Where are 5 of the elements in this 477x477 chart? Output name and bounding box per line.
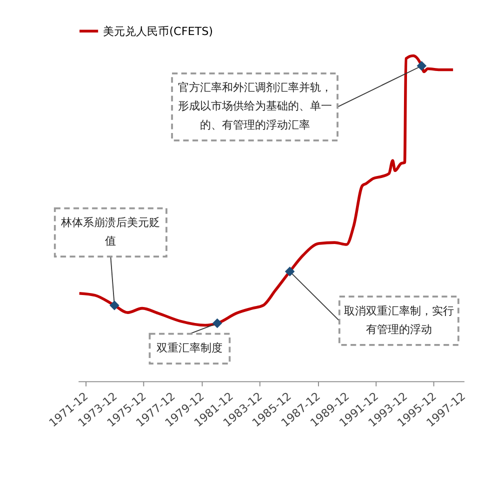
annotation: 双重汇率制度: [156, 341, 223, 354]
annotation: 官方汇率和外汇调剂汇率并轨，形成以市场供给为基础的、单一的、有管理的浮动汇率: [178, 81, 332, 132]
annotation: 取消双重汇率制，实行有管理的浮动: [344, 304, 454, 336]
legend-label: 美元兑人民币(CFETS): [103, 24, 214, 38]
annotation: 林体系崩溃后美元贬值: [60, 216, 160, 248]
